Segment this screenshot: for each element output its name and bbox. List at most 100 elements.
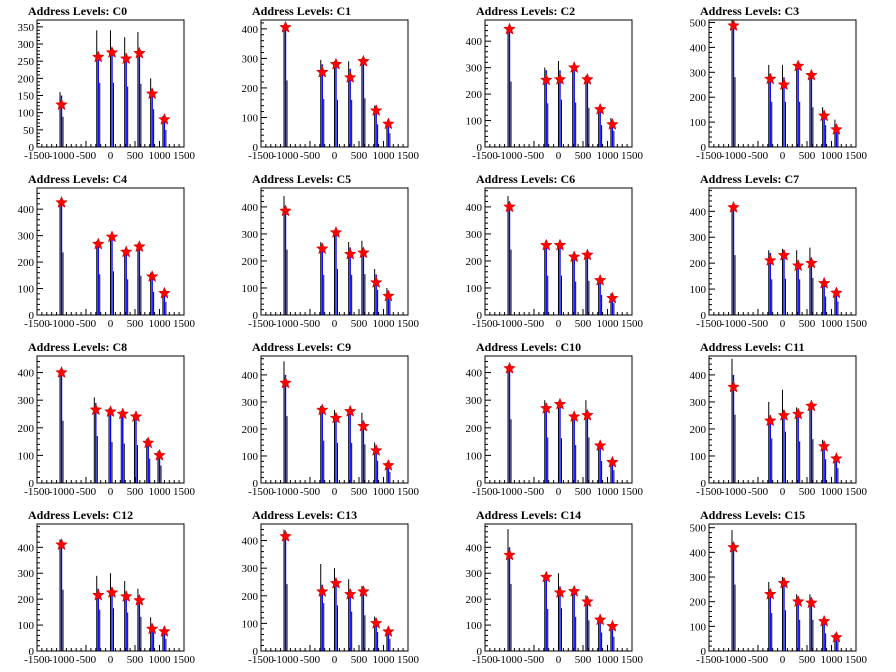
peak-marker-star bbox=[830, 630, 843, 643]
peak bbox=[145, 269, 159, 315]
peak bbox=[343, 242, 357, 315]
peak bbox=[777, 248, 791, 315]
peak bbox=[777, 64, 791, 147]
y-tick-label: 50 bbox=[23, 125, 35, 137]
y-tick-label: 400 bbox=[690, 206, 707, 218]
peak-marker-star bbox=[763, 253, 777, 266]
x-tick-label: -1000 bbox=[721, 150, 747, 162]
peak-marker-star bbox=[763, 587, 777, 600]
peak-marker-star bbox=[89, 403, 103, 416]
x-tick-label: 1500 bbox=[845, 150, 868, 162]
y-tick-label: 0 bbox=[253, 478, 259, 490]
y-tick-label: 0 bbox=[477, 478, 483, 490]
y-tick-label: 0 bbox=[253, 142, 259, 154]
y-tick-label: 0 bbox=[477, 142, 483, 154]
peak-marker-star bbox=[503, 548, 516, 561]
peak-marker-star bbox=[727, 540, 740, 553]
peak-marker-star bbox=[343, 404, 357, 417]
x-tick-label: 500 bbox=[127, 654, 144, 666]
peak bbox=[133, 240, 146, 315]
y-tick-label: 200 bbox=[18, 257, 35, 269]
x-tick-label: -1500 bbox=[696, 150, 722, 162]
peak-marker-star bbox=[133, 46, 146, 59]
histogram-panel-c9: Address Levels: C9 0 100 200 300 400 -1500-100… bbox=[242, 340, 420, 498]
peak bbox=[727, 200, 740, 315]
peak bbox=[567, 250, 581, 315]
peak-marker-star bbox=[105, 585, 119, 599]
peak bbox=[133, 32, 146, 147]
x-tick-label: 1000 bbox=[149, 486, 172, 498]
x-tick-label: 500 bbox=[799, 654, 816, 666]
x-tick-label: -1500 bbox=[696, 318, 722, 330]
y-tick-label: 0 bbox=[477, 310, 483, 322]
peak-marker-star bbox=[382, 117, 395, 130]
x-tick-label: 1000 bbox=[597, 486, 620, 498]
x-tick-label: -500 bbox=[300, 150, 321, 162]
peak bbox=[581, 248, 594, 315]
peak bbox=[104, 405, 117, 483]
x-tick-label: 1500 bbox=[173, 150, 196, 162]
peak-marker-star bbox=[145, 87, 159, 100]
panel-title: Address Levels: C2 bbox=[476, 4, 575, 18]
x-tick-label: 1000 bbox=[597, 654, 620, 666]
peak-marker-star bbox=[119, 589, 133, 602]
peak bbox=[581, 400, 594, 483]
x-tick-label: 0 bbox=[556, 486, 562, 498]
peak-marker-star bbox=[817, 276, 831, 289]
x-tick-label: -500 bbox=[524, 654, 545, 666]
peak-marker-star bbox=[343, 247, 357, 260]
x-tick-label: -1500 bbox=[248, 150, 274, 162]
peak bbox=[329, 568, 343, 651]
x-tick-label: -1000 bbox=[721, 486, 747, 498]
x-tick-label: 1000 bbox=[373, 654, 396, 666]
panel-title: Address Levels: C7 bbox=[700, 172, 799, 186]
histogram-panel-c10: Address Levels: C10 0 100 200 300 400 -1500-10… bbox=[466, 340, 644, 498]
x-tick-label: -1500 bbox=[24, 150, 50, 162]
y-tick-label: 100 bbox=[18, 450, 35, 462]
x-tick-label: 1500 bbox=[621, 654, 644, 666]
peak-marker-star bbox=[158, 624, 171, 637]
peak-marker-star bbox=[763, 72, 777, 85]
y-tick-label: 200 bbox=[242, 256, 259, 268]
y-tick-label: 400 bbox=[242, 202, 259, 214]
x-tick-label: -500 bbox=[300, 318, 321, 330]
peak-marker-star bbox=[777, 248, 791, 261]
peak-marker-star bbox=[581, 595, 594, 608]
y-tick-label: 200 bbox=[242, 83, 259, 95]
peak-marker-star bbox=[539, 73, 553, 86]
x-tick-label: -1000 bbox=[497, 318, 523, 330]
panel-title: Address Levels: C15 bbox=[700, 508, 805, 522]
peak bbox=[553, 238, 567, 315]
x-tick-label: 0 bbox=[332, 486, 338, 498]
x-tick-label: 500 bbox=[351, 486, 368, 498]
x-tick-label: -1000 bbox=[273, 318, 299, 330]
x-tick-label: 0 bbox=[332, 150, 338, 162]
peak bbox=[817, 276, 831, 315]
y-tick-label: 500 bbox=[690, 17, 707, 29]
peak-marker-star bbox=[553, 585, 567, 599]
x-tick-label: -1000 bbox=[49, 150, 75, 162]
peak bbox=[141, 436, 155, 483]
y-tick-label: 250 bbox=[18, 56, 35, 68]
peak-marker-star bbox=[817, 439, 831, 452]
y-tick-label: 200 bbox=[242, 591, 259, 603]
x-tick-label: 1500 bbox=[397, 486, 420, 498]
peak-marker-star bbox=[606, 619, 619, 632]
y-tick-label: 0 bbox=[29, 478, 35, 490]
peak-marker-star bbox=[315, 584, 329, 598]
peak bbox=[567, 584, 581, 651]
histogram-panel-c1: Address Levels: C1 0 100 200 300 400 -1500-100… bbox=[242, 4, 420, 162]
peak bbox=[727, 19, 740, 147]
peak-marker-star bbox=[91, 237, 105, 250]
histogram-panel-c3: Address Levels: C30100200300400500-1500-… bbox=[690, 4, 868, 162]
peak bbox=[369, 269, 383, 315]
y-tick-label: 300 bbox=[242, 563, 259, 575]
peak-marker-star bbox=[539, 238, 553, 251]
peak-marker-star bbox=[830, 451, 843, 465]
peak bbox=[567, 60, 581, 147]
y-tick-label: 0 bbox=[701, 478, 707, 490]
x-tick-label: -500 bbox=[748, 654, 769, 666]
x-tick-label: 0 bbox=[108, 486, 114, 498]
x-tick-label: -1500 bbox=[472, 150, 498, 162]
x-tick-label: 1000 bbox=[373, 318, 396, 330]
